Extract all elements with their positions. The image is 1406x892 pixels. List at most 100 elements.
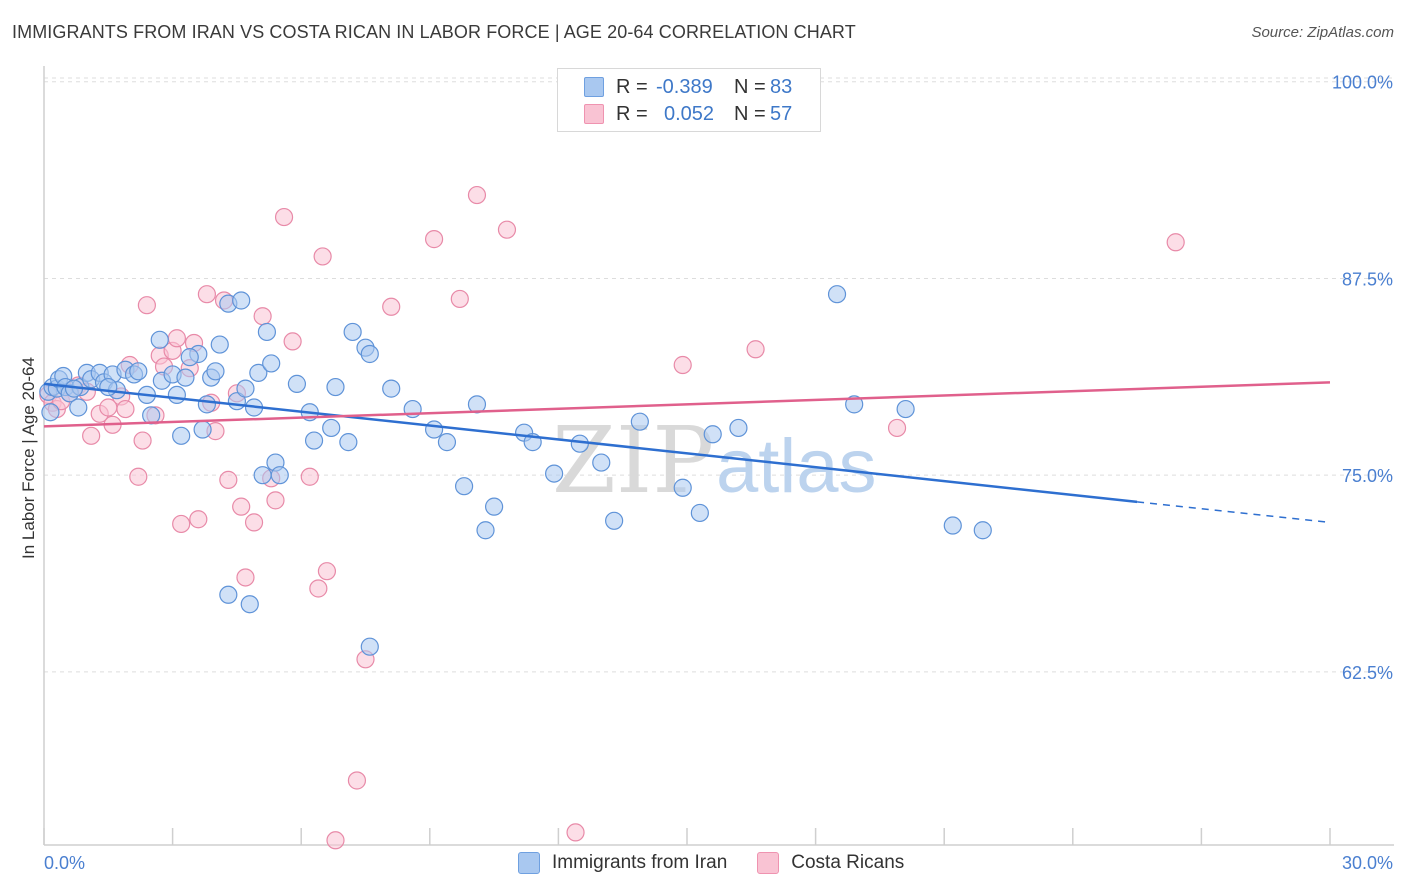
point-costa-ricans: [300, 467, 319, 486]
point-iran: [210, 335, 229, 354]
point-iran: [322, 418, 341, 438]
point-iran: [827, 285, 847, 304]
point-costa-ricans: [317, 562, 337, 581]
point-iran: [249, 363, 268, 382]
point-iran: [630, 412, 649, 431]
point-costa-ricans: [497, 220, 517, 239]
point-iran: [257, 322, 277, 342]
source-credit: Source: ZipAtlas.com: [1251, 24, 1394, 41]
stats-row-costa-rican: R = 0.052 N = 57: [584, 102, 792, 126]
point-iran: [360, 344, 379, 364]
point-iran: [454, 477, 474, 496]
point-costa-ricans: [253, 307, 272, 326]
point-iran: [253, 466, 272, 485]
point-costa-ricans: [172, 514, 191, 534]
legend-item-costa-ricans: Costa Ricans: [757, 852, 904, 874]
stats-row-iran: R = -0.389 N = 83: [584, 75, 792, 99]
point-costa-ricans: [746, 340, 765, 359]
series-immigrants-from-iran: [39, 285, 992, 656]
point-iran: [197, 395, 216, 414]
y-tick-label: 100.0%: [1332, 73, 1393, 93]
point-iran: [845, 395, 864, 414]
point-costa-ricans: [887, 418, 907, 438]
point-iran: [206, 362, 225, 381]
point-iran: [176, 368, 195, 387]
point-iran: [326, 377, 345, 397]
trend-line-iran-extension: [1137, 501, 1331, 524]
legend-swatch-iran: [518, 852, 540, 874]
n-value: 57: [770, 102, 793, 125]
point-costa-ricans: [116, 399, 135, 419]
point-costa-ricans: [133, 431, 152, 450]
point-costa-ricans: [566, 823, 585, 842]
point-iran: [360, 637, 379, 656]
point-costa-ricans: [274, 207, 294, 227]
point-iran: [729, 418, 748, 438]
point-iran: [673, 478, 692, 497]
axes: [43, 66, 1394, 846]
point-iran: [69, 398, 88, 417]
point-costa-ricans: [347, 771, 367, 790]
point-iran: [270, 466, 289, 485]
point-costa-ricans: [244, 513, 264, 532]
point-costa-ricans: [189, 510, 208, 529]
point-iran: [703, 425, 722, 444]
point-costa-ricans: [283, 332, 302, 351]
point-iran: [150, 330, 169, 349]
point-iran: [570, 434, 589, 453]
y-axis-label: In Labor Force | Age 20-64: [19, 357, 38, 559]
series-legend: Immigrants from Iran Costa Ricans: [518, 852, 934, 874]
point-iran: [304, 431, 324, 450]
y-tick-label: 62.5%: [1342, 663, 1393, 683]
point-iran: [545, 464, 564, 483]
point-iran: [236, 379, 255, 398]
point-iran: [193, 420, 212, 439]
y-tick-label: 87.5%: [1342, 269, 1393, 289]
point-iran: [99, 377, 118, 397]
point-costa-ricans: [313, 247, 332, 266]
point-costa-ricans: [326, 831, 345, 850]
iran-swatch: [584, 77, 604, 97]
point-costa-ricans: [197, 285, 216, 304]
point-costa-ricans: [219, 470, 238, 489]
point-iran: [287, 374, 307, 393]
point-iran: [180, 348, 199, 367]
n-label: N =: [734, 75, 766, 98]
x-tick-label: 0.0%: [44, 853, 85, 873]
r-value: 0.052: [664, 102, 715, 125]
legend-label-iran: Immigrants from Iran: [552, 852, 728, 873]
point-costa-ricans: [82, 426, 101, 445]
chart-title: IMMIGRANTS FROM IRAN VS COSTA RICAN IN L…: [12, 22, 856, 42]
costa-rican-swatch: [584, 104, 604, 124]
point-iran: [476, 521, 495, 540]
r-label: R =: [616, 75, 648, 98]
legend-item-iran: Immigrants from Iran: [518, 852, 727, 874]
x-tick-label: 30.0%: [1342, 853, 1393, 873]
tick-labels: 62.5% 75.0% 87.5% 100.0% 0.0% 30.0%: [44, 73, 1393, 873]
point-iran: [896, 399, 915, 419]
point-iran: [424, 420, 444, 439]
point-costa-ricans: [309, 579, 328, 598]
point-iran: [382, 379, 401, 398]
point-iran: [339, 433, 358, 452]
point-iran: [943, 516, 962, 535]
point-iran: [592, 453, 611, 472]
legend-label-costa-ricans: Costa Ricans: [791, 852, 905, 873]
point-costa-ricans: [424, 230, 444, 249]
n-value: 83: [770, 75, 793, 98]
y-tick-label: 75.0%: [1342, 466, 1393, 486]
point-iran: [690, 503, 709, 523]
r-value: -0.389: [656, 75, 713, 98]
point-costa-ricans: [232, 497, 251, 516]
point-iran: [262, 354, 281, 373]
point-iran: [973, 521, 992, 540]
watermark-atlas: atlas: [716, 424, 877, 509]
point-costa-ricans: [167, 329, 186, 348]
point-costa-ricans: [266, 491, 285, 510]
point-iran: [605, 511, 624, 530]
point-iran: [343, 322, 362, 342]
point-iran: [232, 291, 251, 310]
point-costa-ricans: [450, 289, 469, 309]
trend-lines: [43, 381, 1331, 524]
